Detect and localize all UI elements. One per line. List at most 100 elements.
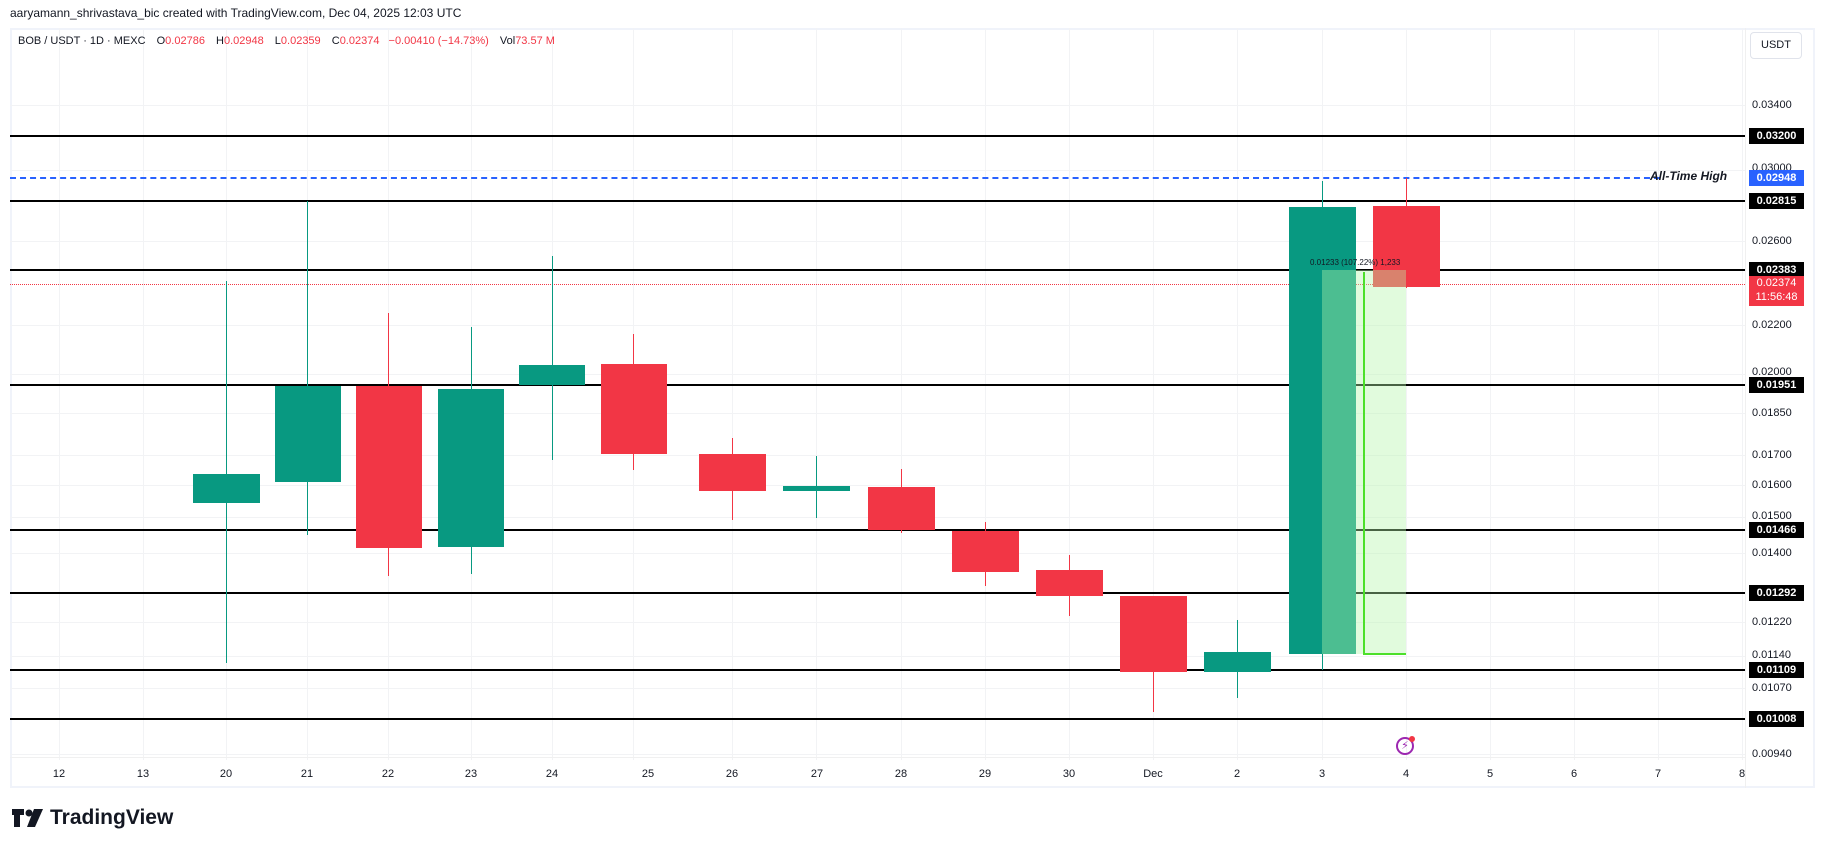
level-badge: 0.01109 [1749,662,1804,678]
y-tick: 0.00940 [1752,748,1792,760]
x-tick: 21 [300,768,314,780]
grid-line [10,241,1745,242]
x-tick: 13 [136,768,150,780]
x-tick: 30 [1062,768,1076,780]
candle-wick [226,281,227,663]
grid-line [1490,28,1491,760]
level-badge: 0.03200 [1749,128,1804,144]
currency-button[interactable]: USDT [1750,32,1802,59]
candle-body[interactable] [1289,207,1356,654]
grid-line [10,553,1745,554]
grid-line [1406,28,1407,760]
y-tick: 0.01140 [1752,649,1791,661]
grid-line [10,656,1745,657]
level-line-0.03200[interactable] [10,135,1745,137]
candle-body[interactable] [519,365,585,385]
level-line-0.01008[interactable] [10,718,1745,720]
candle-body[interactable] [193,474,260,503]
candle-wick [307,201,308,535]
x-tick: 2 [1233,768,1241,780]
candle-body[interactable] [1204,652,1271,672]
level-badge: 0.01292 [1749,585,1804,601]
y-tick: 0.02600 [1752,235,1792,247]
candle-body[interactable] [356,386,422,548]
y-tick: 0.01400 [1752,547,1792,559]
x-tick: 24 [545,768,559,780]
level-line-0.01951[interactable] [10,384,1745,386]
tradingview-logo: TradingView [12,806,173,830]
level-line-0.01109[interactable] [10,669,1745,671]
candle-body[interactable] [1120,596,1187,672]
last-price-line [10,284,1745,285]
grid-line [143,28,144,760]
y-tick: 0.01500 [1752,510,1792,522]
all-time-high-line[interactable] [10,177,1660,179]
grid-line [732,28,733,760]
x-tick: 8 [1738,768,1746,780]
price-axis[interactable] [1745,28,1816,788]
level-badge: 0.01008 [1749,711,1804,727]
x-tick: 6 [1570,768,1578,780]
chart-credit: aaryamann_shrivastava_bic created with T… [10,6,462,20]
tradingview-logo-icon [12,809,43,827]
symbol-legend: BOB / USDT · 1D · MEXC O0.02786 H0.02948… [18,35,555,47]
high-label: H [216,35,224,47]
x-tick: 23 [464,768,478,780]
candle-body[interactable] [1373,206,1440,287]
grid-line [985,28,986,760]
y-tick: 0.02000 [1752,366,1792,378]
grid-line [10,754,1745,755]
all-time-high-label: All-Time High [1650,169,1728,183]
level-line-0.01466[interactable] [10,529,1745,531]
level-line-0.02383[interactable] [10,269,1745,271]
candle-body[interactable] [1036,570,1103,596]
x-tick: 12 [52,768,66,780]
grid-line [10,688,1745,689]
x-tick: 27 [810,768,824,780]
grid-line [10,622,1745,623]
grid-line [59,28,60,760]
volume-value: 73.57 M [515,35,555,47]
x-tick: 29 [978,768,992,780]
chart-plot-area[interactable]: All-Time High 0.01233 (107.22%) 1,233 [10,28,1745,788]
x-tick: 5 [1486,768,1494,780]
level-badge: 0.01951 [1749,377,1804,393]
grid-line [1742,28,1743,760]
x-tick: Dec [1143,768,1163,780]
grid-line [901,28,902,760]
level-badge: 0.01466 [1749,522,1804,538]
grid-line [1574,28,1575,760]
low-value: 0.02359 [280,35,321,47]
candle-body[interactable] [783,486,850,491]
candle-body[interactable] [952,531,1019,572]
symbol-title[interactable]: BOB / USDT · 1D · MEXC [18,35,146,47]
chart-frame [10,28,1815,788]
level-line-0.01292[interactable] [10,592,1745,594]
open-value: 0.02786 [165,35,205,47]
measure-baseline [1363,653,1406,655]
candle-body[interactable] [438,389,504,547]
y-tick: 0.03400 [1752,99,1792,111]
candle-body[interactable] [275,386,341,482]
level-line-0.02815[interactable] [10,200,1745,202]
open-label: O [156,35,166,47]
candle-wick [552,256,553,460]
x-tick: 7 [1654,768,1662,780]
y-tick: 0.01220 [1752,616,1792,628]
grid-line [10,105,1745,106]
low-label: L [274,35,281,47]
ath-badge: 0.02948 [1749,170,1804,186]
level-badge: 0.02815 [1749,193,1804,209]
last-price-badge: 0.02374 11:56:48 [1749,276,1804,306]
x-tick: 4 [1402,768,1410,780]
candle-body[interactable] [601,364,667,454]
candle-body[interactable] [699,454,766,491]
candle-body[interactable] [868,487,935,530]
event-lightning-icon[interactable]: ⚡ [1396,736,1415,755]
grid-line [1153,28,1154,760]
x-tick: 22 [381,768,395,780]
high-value: 0.02948 [223,35,264,47]
grid-line [10,485,1745,486]
close-label: C [331,35,340,47]
y-tick: 0.01070 [1752,682,1792,694]
